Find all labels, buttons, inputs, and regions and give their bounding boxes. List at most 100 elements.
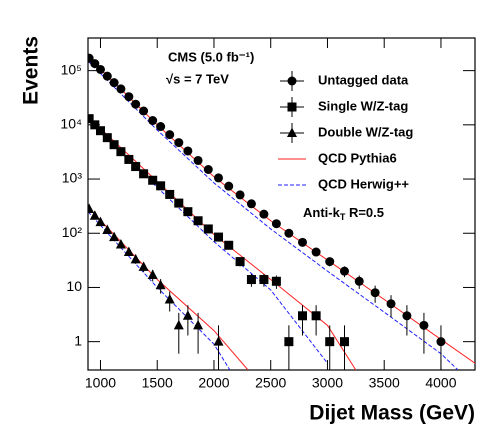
legend-label: Untagged data (318, 72, 409, 87)
marker (182, 310, 193, 320)
marker (164, 293, 175, 304)
marker (115, 239, 126, 249)
plot-area (88, 53, 475, 370)
marker (88, 114, 94, 124)
marker (102, 71, 112, 81)
marker (183, 207, 193, 217)
y-axis-label: Events (20, 36, 43, 105)
marker (297, 311, 307, 321)
y-tick-label: 10⁴ (60, 116, 82, 132)
legend-label: QCD Herwig++ (318, 176, 409, 191)
marker (193, 155, 203, 165)
marker (165, 130, 175, 140)
model-curve (88, 211, 231, 370)
marker (148, 175, 158, 185)
marker (325, 337, 335, 347)
marker (339, 266, 349, 276)
model-curve (88, 207, 249, 370)
y-tick-label: 1 (74, 332, 82, 348)
model-curve (88, 56, 475, 364)
marker (156, 181, 166, 191)
legend-marker (287, 102, 297, 112)
marker (89, 210, 100, 220)
annotation: √s = 7 TeV (166, 71, 229, 86)
annotation: Anti-kT R=0.5 (303, 205, 384, 222)
marker (259, 275, 269, 285)
marker (311, 247, 321, 257)
marker (271, 276, 281, 286)
marker (90, 59, 100, 69)
marker (311, 311, 321, 321)
annotation: CMS (5.0 fb⁻¹) (168, 49, 254, 64)
marker (139, 106, 149, 116)
model-curve (88, 60, 459, 370)
marker (123, 246, 134, 257)
marker (95, 64, 105, 74)
marker (183, 146, 193, 156)
marker (174, 138, 184, 148)
y-tick-label: 10² (62, 224, 83, 240)
marker (246, 199, 256, 209)
legend-label: Double W/Z-tag (318, 124, 413, 139)
marker (235, 257, 245, 267)
plot-frame (87, 37, 476, 371)
marker (203, 224, 213, 234)
x-tick-label: 3000 (312, 375, 343, 391)
marker (370, 288, 380, 298)
marker (284, 228, 294, 238)
marker (224, 240, 234, 250)
marker (116, 84, 126, 94)
legend-marker (287, 127, 297, 137)
marker (109, 231, 120, 242)
marker (325, 257, 335, 267)
marker (131, 99, 141, 109)
marker (109, 78, 119, 88)
marker (284, 337, 294, 347)
marker (246, 275, 256, 285)
x-axis-label: Dijet Mass (GeV) (309, 402, 475, 425)
marker (138, 261, 149, 271)
marker (102, 224, 113, 234)
x-tick-label: 1500 (142, 375, 173, 391)
x-tick-label: 1000 (85, 375, 116, 391)
marker (95, 216, 106, 227)
y-tick-label: 10 (66, 278, 82, 294)
marker (116, 147, 126, 157)
marker (139, 169, 149, 179)
marker (339, 337, 349, 347)
marker (419, 320, 429, 330)
marker (124, 154, 134, 164)
marker (436, 337, 446, 347)
x-tick-label: 2000 (198, 375, 229, 391)
x-tick-label: 2500 (255, 375, 286, 391)
marker (131, 162, 141, 172)
legend-label: Single W/Z-tag (318, 98, 408, 113)
marker (203, 164, 213, 174)
marker (88, 203, 95, 214)
marker (155, 279, 166, 290)
marker (214, 232, 224, 242)
marker (271, 219, 281, 229)
marker (213, 336, 224, 346)
marker (109, 140, 119, 150)
x-tick-label: 4000 (425, 375, 456, 391)
marker (102, 133, 112, 143)
marker (174, 198, 184, 208)
marker (130, 253, 141, 264)
x-tick-label: 3500 (369, 375, 400, 391)
marker (386, 299, 396, 309)
marker (259, 209, 269, 219)
marker (193, 216, 203, 226)
marker (147, 269, 158, 279)
marker (402, 311, 412, 321)
legend-marker (287, 76, 297, 86)
y-tick-label: 10⁵ (61, 61, 82, 77)
marker (124, 92, 134, 102)
y-tick-label: 10³ (62, 170, 83, 186)
marker (235, 190, 245, 200)
marker (214, 173, 224, 183)
model-curve (88, 120, 328, 364)
marker (156, 122, 166, 132)
marker (297, 237, 307, 247)
